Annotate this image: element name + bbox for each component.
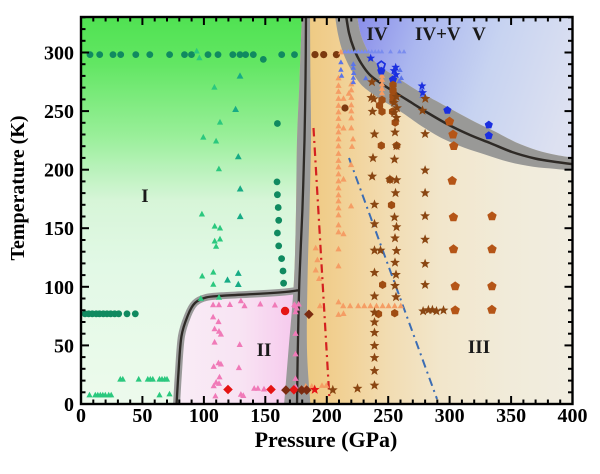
svg-text:100: 100 (44, 277, 74, 299)
svg-text:400: 400 (558, 405, 588, 427)
svg-text:0: 0 (76, 405, 86, 427)
svg-text:150: 150 (250, 405, 280, 427)
svg-text:0: 0 (64, 394, 74, 416)
svg-text:50: 50 (132, 405, 152, 427)
svg-text:I: I (141, 186, 148, 207)
svg-text:100: 100 (189, 405, 219, 427)
svg-text:250: 250 (44, 101, 74, 123)
svg-text:Temperature (K): Temperature (K) (7, 116, 29, 261)
svg-text:Pressure (GPa): Pressure (GPa) (255, 427, 398, 452)
svg-text:350: 350 (496, 405, 526, 427)
svg-text:50: 50 (54, 335, 74, 357)
svg-text:V: V (472, 24, 486, 45)
svg-text:III: III (468, 337, 490, 358)
svg-text:200: 200 (312, 405, 342, 427)
svg-text:IV+V: IV+V (415, 24, 461, 45)
svg-text:II: II (257, 340, 272, 361)
svg-text:150: 150 (44, 218, 74, 240)
svg-text:250: 250 (373, 405, 403, 427)
svg-text:300: 300 (44, 43, 74, 65)
svg-text:200: 200 (44, 160, 74, 182)
svg-text:IV: IV (366, 24, 387, 45)
svg-text:300: 300 (435, 405, 465, 427)
